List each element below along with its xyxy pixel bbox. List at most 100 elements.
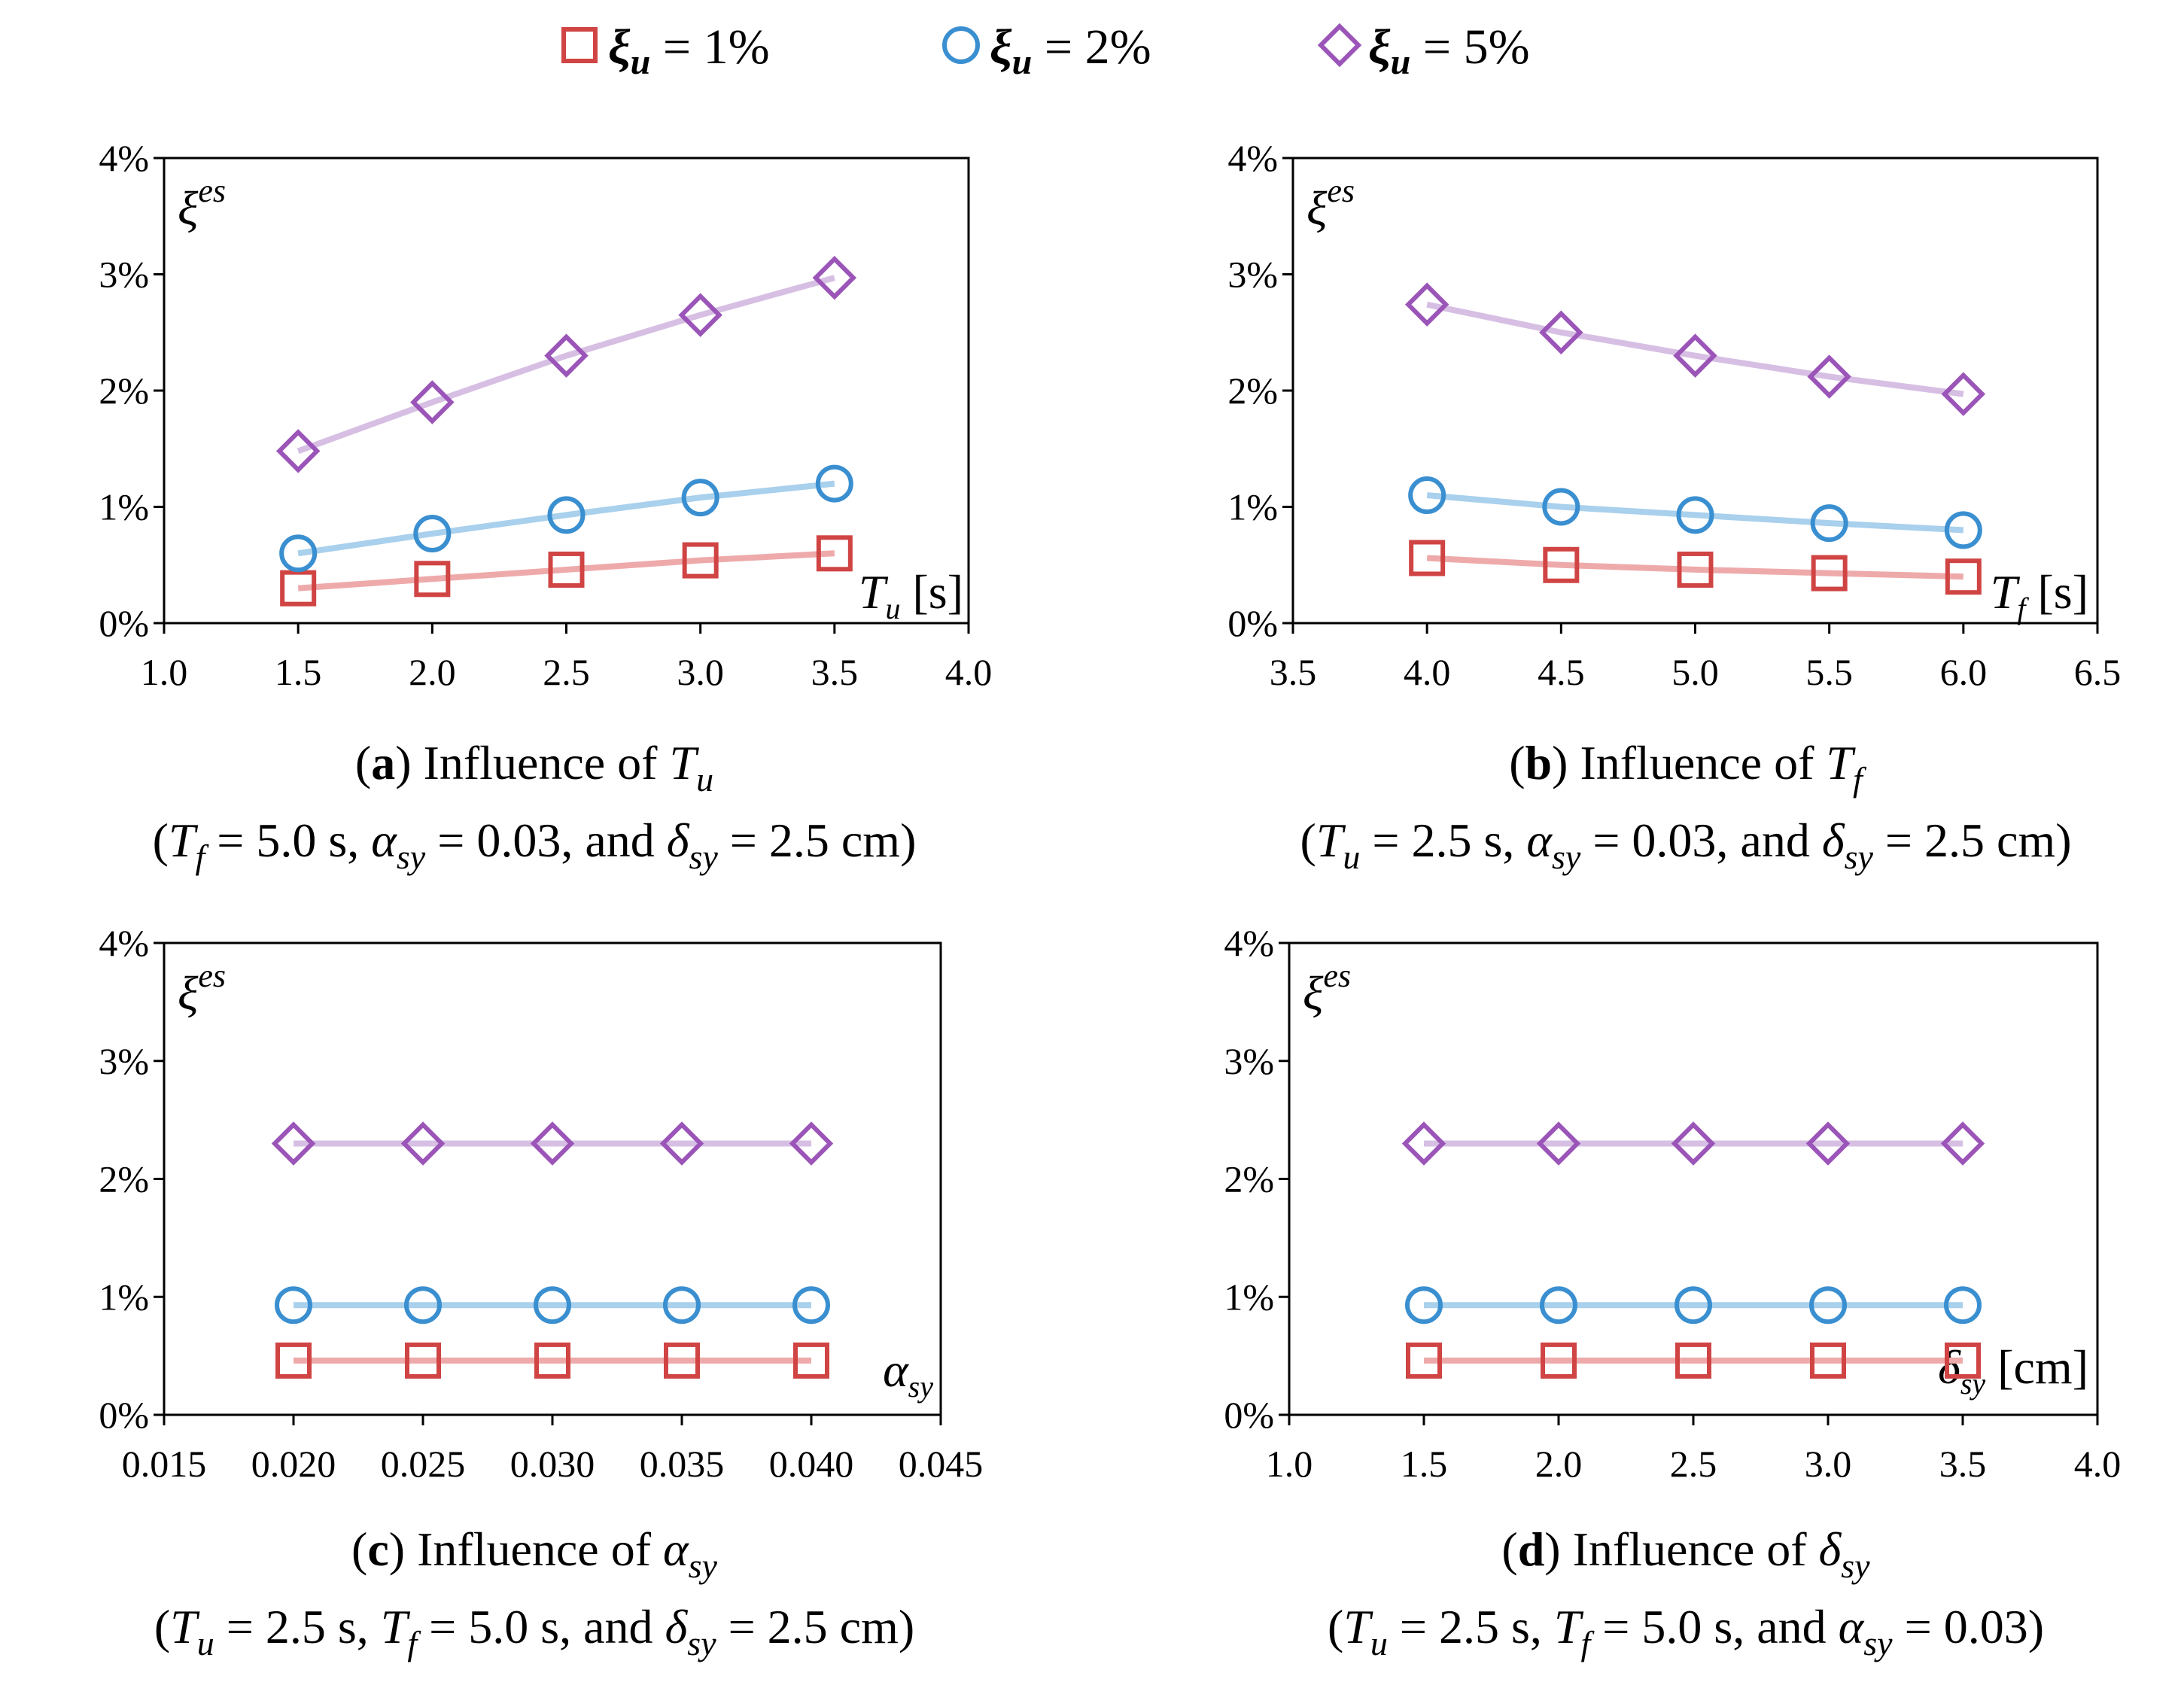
legend-entry: ξu = 1% [561,20,770,82]
x-tick-label: 1.5 [1401,1443,1448,1485]
data-point [678,293,722,337]
x-tick-label: 1.0 [141,651,188,693]
y-tick-label: 1% [1224,1276,1274,1318]
legend-label: ξu = 1% [608,20,770,82]
data-point [275,429,321,473]
x-tick-label: 3.5 [1939,1443,1987,1485]
data-point [1541,1342,1577,1379]
series-circle [275,1286,830,1325]
y-tick-label: 1% [99,1276,149,1318]
data-point [1540,1286,1577,1325]
y-tick-label: 0% [1227,602,1278,644]
x-tick-label: 0.025 [381,1443,466,1485]
data-point [659,1121,704,1166]
x-tick-label: 3.5 [1270,651,1317,693]
y-tick-label: 1% [1227,486,1278,528]
x-tick-label: 4.0 [945,651,993,693]
series-line [297,550,835,592]
series-line [1426,492,1964,534]
x-tick-label: 3.0 [1805,1443,1852,1485]
data-point [534,1286,571,1325]
data-point [530,1121,575,1166]
data-point [792,1286,830,1325]
y-tick-label: 4% [99,922,149,964]
y-tick-label: 4% [1227,137,1278,179]
x-tick-label: 6.5 [2074,651,2122,693]
panel-parameters: (Tu = 2.5 s, Tf = 5.0 s, and δsy = 2.5 c… [154,1600,914,1662]
data-point [1404,282,1449,327]
panel-caption: (c) Influence of αsy [351,1522,717,1585]
panel-parameters: (Tu = 2.5 s, Tf = 5.0 s, and αsy = 0.03) [1328,1600,2044,1662]
data-point [280,570,317,607]
x-tick-label: 5.0 [1671,651,1719,693]
panel-caption: (b) Influence of Tf [1509,736,1867,798]
series-square [275,1342,829,1379]
chart-panel-d: 0% 1% 2% 3% 4% 1.0 1.5 2.0 2.5 3.0 3.5 4.0 ξes δsy [c… [1224,922,2121,1662]
legend-marker-circle [942,26,980,64]
data-point [663,1286,701,1325]
data-point [815,464,853,503]
series-diamond [271,1121,834,1166]
series-line [297,480,835,557]
x-tick-label: 0.035 [640,1443,725,1485]
y-tick-label: 3% [99,1040,149,1082]
x-tick-label: 1.0 [1266,1443,1313,1485]
y-axis-label: ξes [178,957,226,1020]
y-tick-label: 4% [99,137,149,179]
series-diamond [1404,282,1986,416]
data-point [1406,1342,1442,1379]
x-tick-label: 0.030 [510,1443,595,1485]
legend-entry: ξu = 5% [1317,20,1530,82]
y-tick-label: 4% [1224,922,1274,964]
x-axis-label: αsy [883,1343,933,1404]
x-axis-label: δsy [cm] [1938,1340,2088,1401]
data-point [275,1286,312,1325]
y-axis-label: ξes [178,172,226,235]
x-tick-label: 1.5 [275,651,322,693]
x-tick-label: 2.5 [1670,1443,1717,1485]
legend-label: ξu = 2% [990,20,1151,82]
series-circle [1408,476,1982,549]
series-diamond [1401,1121,1985,1166]
x-tick-label: 4.0 [2074,1443,2122,1485]
series-line [1426,555,1963,580]
data-point [682,542,719,579]
data-point [414,561,451,598]
y-tick-label: 2% [99,1158,149,1200]
data-point [400,1121,446,1166]
x-tick-label: 6.0 [1940,651,1988,693]
data-point [1807,354,1851,399]
data-point [1543,546,1580,583]
data-point [548,551,585,588]
series-square [280,535,853,607]
series-square [1409,540,1982,595]
x-tick-label: 0.040 [769,1443,854,1485]
chart-panel-c: 0% 1% 2% 3% 4% 0.015 0.020 0.025 0.030 0.035 0.040… [99,922,983,1662]
y-tick-label: 2% [1224,1158,1274,1200]
data-point [534,1342,570,1379]
x-tick-label: 5.5 [1805,651,1853,693]
data-point [1809,1286,1847,1325]
data-point [1542,488,1580,526]
series-square [1406,1342,1981,1379]
panel-parameters: (Tf = 5.0 s, αsy = 0.03, and δsy = 2.5 c… [153,814,917,876]
data-point [681,479,719,517]
data-point [1944,1286,1982,1325]
chart-panel-b: 0% 1% 2% 3% 4% 3.5 4.0 4.5 5.0 5.5 6.0 6.5 ξes Tf [s]… [1227,137,2121,876]
data-point [789,1121,834,1166]
y-tick-label: 0% [1224,1394,1274,1436]
data-point [1671,1121,1716,1166]
panel-parameters: (Tu = 2.5 s, αsy = 0.03, and δsy = 2.5 c… [1300,814,2072,876]
data-point [664,1342,700,1379]
panel-caption: (a) Influence of Tu [355,736,713,798]
y-tick-label: 2% [1227,370,1278,412]
x-tick-label: 2.0 [409,651,456,693]
data-point [812,255,857,300]
y-tick-label: 3% [99,254,149,296]
x-tick-label: 3.0 [677,651,724,693]
data-point [1675,1342,1711,1379]
legend-label: ξu = 5% [1368,20,1530,82]
data-point [405,1342,441,1379]
data-point [793,1342,829,1379]
